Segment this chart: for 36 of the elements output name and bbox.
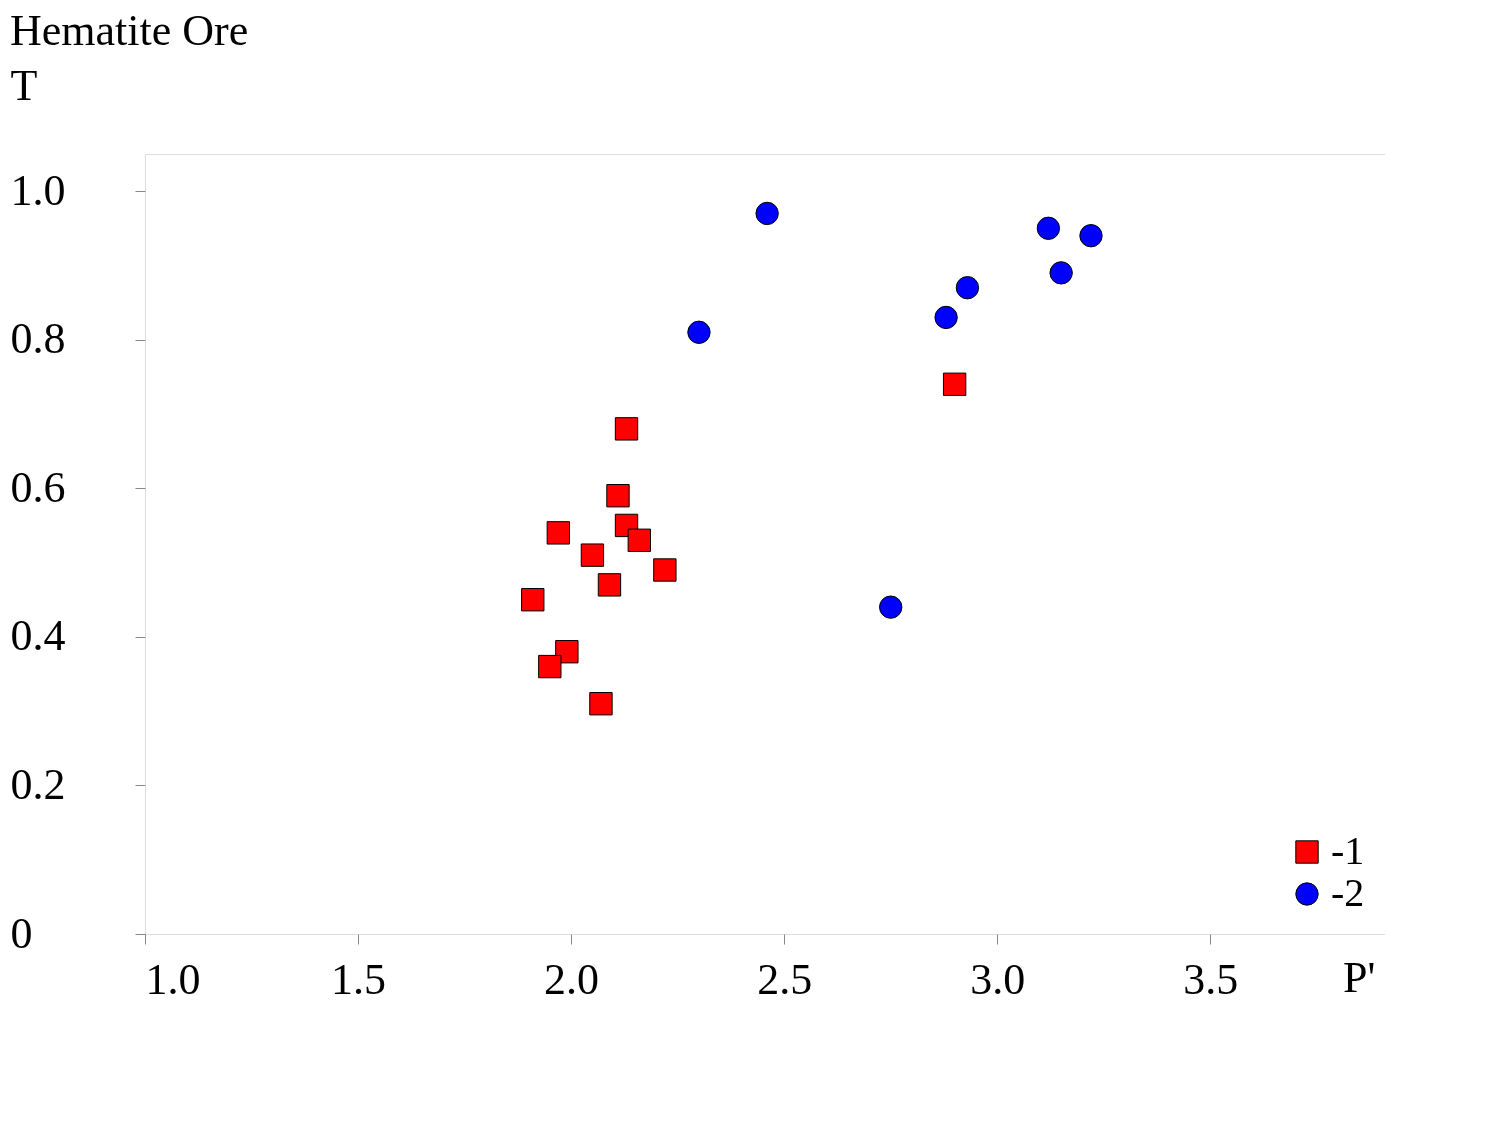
point (614, 417, 639, 441)
point (955, 276, 980, 300)
x-tick-label: 3.0 (970, 954, 1026, 1004)
y-tick-label: 0.8 (10, 314, 66, 364)
x-axis-title: P' (1343, 952, 1376, 1002)
chart-title: Hematite Ore (10, 6, 249, 55)
point (1036, 216, 1061, 240)
y-tick-label: 0.2 (10, 759, 66, 809)
point (755, 201, 779, 226)
x-tick-label: 3.5 (1183, 954, 1239, 1004)
y-tick-label: 0 (10, 908, 33, 958)
legend-label: -1 (1331, 828, 1365, 873)
y-tick-label: 0.6 (10, 462, 66, 512)
y-axis-title: T (10, 60, 38, 110)
point (589, 692, 613, 716)
point (546, 521, 571, 545)
point (687, 320, 711, 344)
x-tick-label: 1.5 (331, 954, 387, 1004)
point (653, 558, 677, 582)
point (597, 573, 622, 597)
x-tick-label: 2.5 (757, 954, 813, 1004)
point (934, 305, 958, 330)
point (942, 372, 967, 396)
point (1049, 261, 1073, 285)
point (879, 595, 903, 619)
x-tick-label: 1.0 (145, 954, 201, 1004)
point (627, 528, 651, 552)
point (538, 654, 562, 679)
point (521, 588, 545, 612)
point (580, 543, 605, 567)
y-tick-label: 1.0 (10, 165, 66, 215)
legend-label: -2 (1331, 870, 1365, 915)
point (606, 484, 630, 508)
y-tick-label: 0.4 (10, 611, 66, 661)
x-tick-label: 2.0 (544, 954, 600, 1004)
point (1079, 224, 1103, 248)
